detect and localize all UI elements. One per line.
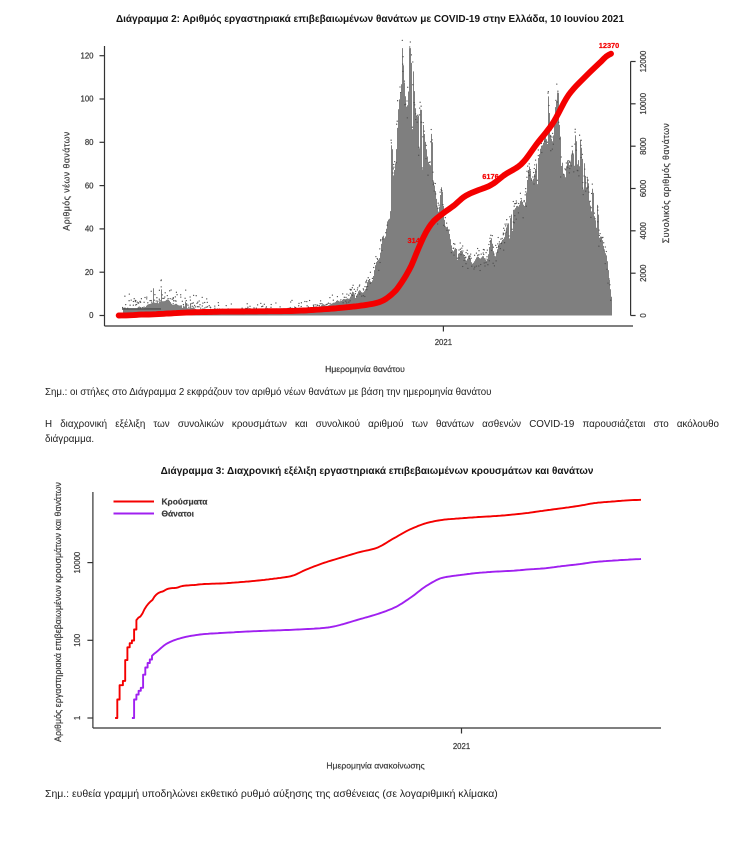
svg-text:4000: 4000 <box>639 221 648 239</box>
svg-text:Κρούσματα: Κρούσματα <box>162 497 209 507</box>
svg-text:1: 1 <box>73 716 82 720</box>
svg-text:8000: 8000 <box>639 137 648 155</box>
svg-text:6000: 6000 <box>639 179 648 197</box>
svg-text:60: 60 <box>85 181 94 190</box>
svg-text:80: 80 <box>85 138 94 147</box>
svg-text:20: 20 <box>85 268 94 277</box>
svg-text:12370: 12370 <box>599 41 620 50</box>
svg-text:0: 0 <box>639 313 648 318</box>
svg-text:Θάνατοι: Θάνατοι <box>162 509 195 519</box>
svg-text:100: 100 <box>80 95 94 104</box>
svg-text:2021: 2021 <box>435 338 452 347</box>
svg-text:10000: 10000 <box>73 551 82 573</box>
svg-text:Ημερομηνία ανακοίνωσης: Ημερομηνία ανακοίνωσης <box>326 761 424 771</box>
svg-text:2021: 2021 <box>453 742 470 751</box>
svg-text:Αριθμός νέων θανάτων: Αριθμός νέων θανάτων <box>62 131 72 231</box>
svg-text:10000: 10000 <box>639 92 648 114</box>
svg-text:0: 0 <box>89 311 94 320</box>
svg-text:6176: 6176 <box>482 172 498 181</box>
svg-text:Συνολικός αριθμός θανάτων: Συνολικός αριθμός θανάτων <box>661 123 671 244</box>
svg-text:Ημερομηνία θανάτου: Ημερομηνία θανάτου <box>325 364 405 374</box>
svg-text:2000: 2000 <box>639 264 648 282</box>
svg-text:100: 100 <box>73 633 82 647</box>
svg-text:40: 40 <box>85 225 94 234</box>
svg-text:120: 120 <box>80 51 94 60</box>
svg-text:3148: 3148 <box>407 236 423 245</box>
svg-text:12000: 12000 <box>639 50 648 72</box>
svg-text:Αριθμός εργαστηριακά επιβεβαιω: Αριθμός εργαστηριακά επιβεβαιωμένων κρου… <box>53 481 63 741</box>
